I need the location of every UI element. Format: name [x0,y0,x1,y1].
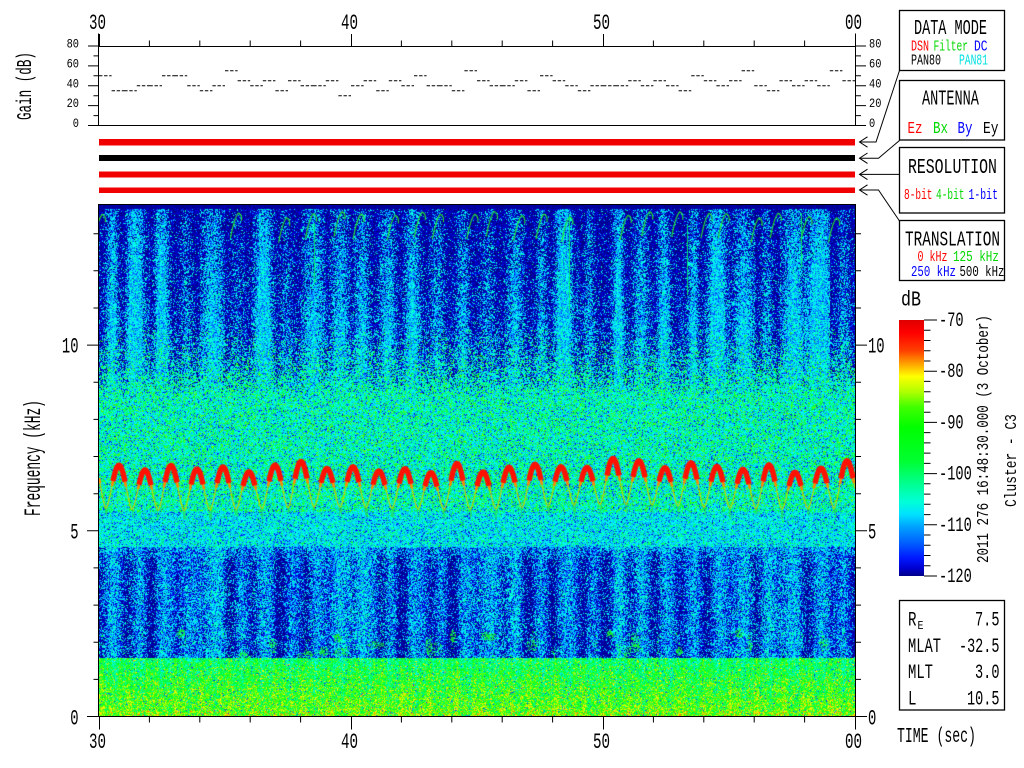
svg-text:4-bit: 4-bit [936,187,964,204]
svg-text:Ez: Ez [908,120,923,138]
svg-text:E: E [918,620,924,633]
svg-text:-110: -110 [939,516,972,538]
svg-text:MLAT: MLAT [908,637,941,659]
svg-text:PAN80: PAN80 [911,53,941,69]
svg-text:40: 40 [341,730,358,755]
svg-text:10.5: 10.5 [967,689,999,711]
svg-text:Bx: Bx [933,120,948,138]
svg-text:1-bit: 1-bit [969,187,998,203]
svg-text:0: 0 [869,116,875,132]
svg-text:0: 0 [73,116,79,132]
svg-text:80: 80 [67,36,79,52]
svg-text:TRANSLATION: TRANSLATION [905,229,1000,252]
svg-text:40: 40 [67,76,79,92]
svg-text:Ey: Ey [983,118,998,138]
svg-text:0: 0 [70,707,78,732]
svg-text:RESOLUTION: RESOLUTION [908,157,997,180]
svg-text:40: 40 [869,76,881,92]
svg-text:MLT: MLT [908,663,933,685]
svg-text:60: 60 [67,56,79,72]
svg-text:125 kHz: 125 kHz [953,249,999,266]
svg-text:Cluster - C3: Cluster - C3 [1001,414,1021,507]
svg-text:Gain (dB): Gain (dB) [15,52,38,120]
svg-text:-70: -70 [939,311,964,333]
svg-text:00: 00 [845,11,862,36]
svg-text:30: 30 [89,730,106,755]
svg-text:10: 10 [868,335,885,360]
svg-text:-80: -80 [939,362,964,384]
svg-text:00: 00 [845,730,862,755]
svg-text:40: 40 [341,11,358,36]
svg-text:By: By [958,120,973,138]
svg-text:Filter: Filter [934,39,968,56]
svg-text:10: 10 [62,335,79,360]
svg-text:20: 20 [869,96,881,112]
svg-text:60: 60 [869,56,881,72]
svg-text:2011 276 16:48:30.000 (3 Octob: 2011 276 16:48:30.000 (3 October) [975,315,993,563]
svg-text:-32.5: -32.5 [959,637,999,659]
svg-text:L: L [908,689,916,711]
svg-text:Frequency (kHz): Frequency (kHz) [20,400,47,516]
svg-text:7.5: 7.5 [975,610,999,632]
svg-text:0: 0 [868,707,876,732]
svg-text:500 kHz: 500 kHz [960,263,1005,280]
svg-text:DATA MODE: DATA MODE [914,17,987,41]
svg-text:5: 5 [70,521,78,546]
svg-text:-100: -100 [939,464,972,486]
svg-text:R: R [908,610,916,632]
svg-text:DSN: DSN [911,39,929,55]
svg-text:80: 80 [869,36,881,52]
svg-text:3.0: 3.0 [975,663,999,685]
svg-text:dB: dB [901,288,921,312]
svg-text:-90: -90 [939,413,964,435]
svg-text:5: 5 [868,521,876,546]
svg-text:50: 50 [593,11,610,36]
svg-text:-120: -120 [939,567,972,589]
svg-text:8-bit: 8-bit [904,187,932,204]
svg-text:TIME (sec): TIME (sec) [897,725,976,749]
svg-text:50: 50 [593,730,610,755]
svg-text:0 kHz: 0 kHz [918,249,948,265]
svg-text:PAN81: PAN81 [959,53,988,69]
svg-text:DC: DC [974,38,988,55]
svg-text:30: 30 [89,11,106,36]
svg-text:250 kHz: 250 kHz [911,263,956,280]
svg-text:20: 20 [67,96,79,112]
svg-text:ANTENNA: ANTENNA [922,88,979,112]
